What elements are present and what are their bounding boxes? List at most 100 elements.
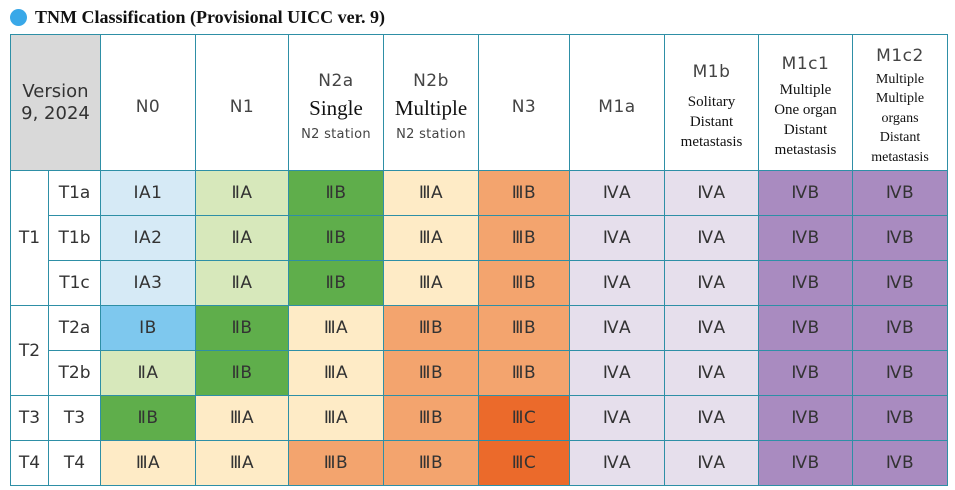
stage-cell: ⅣB xyxy=(852,215,948,261)
stage-cell: ⅣB xyxy=(758,170,853,216)
column-desc-line: Multiple xyxy=(779,81,832,98)
stage-cell: ⅢA xyxy=(383,170,479,216)
stage-cell: ⅣB xyxy=(852,440,948,486)
stage-cell: ⅣA xyxy=(569,215,665,261)
column-header-n2b: N2b Multiple N2 station xyxy=(383,34,479,171)
stage-cell: ⅢB xyxy=(478,350,570,396)
column-code: N3 xyxy=(511,96,537,117)
column-desc-line: Distant xyxy=(689,113,734,130)
version-year: 9, 2024 xyxy=(21,102,90,124)
column-main-label: Single xyxy=(309,96,363,120)
stage-cell: ⅣB xyxy=(758,305,853,351)
stage-cell: ⅢB xyxy=(383,305,479,351)
stage-cell: ⅠA1 xyxy=(100,170,196,216)
stage-cell: ⅢB xyxy=(383,395,479,441)
t-category-t1b: T1b xyxy=(48,215,101,261)
stage-cell: ⅣB xyxy=(758,350,853,396)
stage-cell: ⅢC xyxy=(478,440,570,486)
stage-cell: ⅣA xyxy=(664,440,759,486)
t-category-t4: T4 xyxy=(48,440,101,486)
stage-cell: ⅠA3 xyxy=(100,260,196,306)
column-desc-line: Multiple xyxy=(875,91,925,107)
table-row: T3 T3 ⅡB ⅢA ⅢA ⅢB ⅢC ⅣA ⅣA ⅣB ⅣB xyxy=(10,395,948,441)
column-code: M1c2 xyxy=(876,45,924,66)
stage-cell: ⅢA xyxy=(383,260,479,306)
stage-cell: ⅢB xyxy=(288,440,384,486)
t-category-t1a: T1a xyxy=(48,170,101,216)
bullet-dot-icon xyxy=(10,8,27,26)
stage-cell: ⅠA2 xyxy=(100,215,196,261)
column-header-n0: N0 xyxy=(100,34,196,171)
stage-cell: ⅣA xyxy=(664,260,759,306)
stage-cell: ⅣA xyxy=(664,170,759,216)
stage-cell: ⅣB xyxy=(758,260,853,306)
t-category-t2b: T2b xyxy=(48,350,101,396)
stage-cell: ⅣA xyxy=(569,260,665,306)
stage-cell: ⅢA xyxy=(288,305,384,351)
t-group-t3: T3 xyxy=(10,395,49,441)
column-desc-line: Distant xyxy=(879,130,921,146)
stage-cell: ⅢA xyxy=(288,395,384,441)
stage-cell: ⅡA xyxy=(195,215,289,261)
column-desc-line: metastasis xyxy=(871,149,929,165)
stage-cell: ⅣB xyxy=(758,395,853,441)
stage-cell: ⅡB xyxy=(288,170,384,216)
stage-cell: ⅡB xyxy=(195,350,289,396)
stage-cell: ⅣB xyxy=(758,215,853,261)
stage-cell: ⅣB xyxy=(852,305,948,351)
column-desc-line: Solitary xyxy=(687,93,736,110)
stage-cell: ⅣB xyxy=(758,440,853,486)
column-header-m1c2: M1c2 Multiple Multiple organs Distant metasta… xyxy=(852,34,948,171)
stage-cell: ⅢB xyxy=(383,440,479,486)
stage-cell: ⅡA xyxy=(100,350,196,396)
stage-cell: ⅠB xyxy=(100,305,196,351)
stage-cell: ⅢA xyxy=(195,440,289,486)
page-title: TNM Classification (Provisional UICC ver… xyxy=(10,6,385,28)
column-code: N2b xyxy=(413,71,449,91)
column-header-m1c1: M1c1 Multiple One organ Distant metastasis xyxy=(758,34,853,171)
column-header-n2a: N2a Single N2 station xyxy=(288,34,384,171)
column-desc-line: Multiple xyxy=(875,71,925,87)
column-header-n3: N3 xyxy=(478,34,570,171)
stage-cell: ⅢA xyxy=(288,350,384,396)
column-sub-label: N2 station xyxy=(301,127,371,142)
column-code: M1a xyxy=(598,96,636,117)
stage-cell: ⅣA xyxy=(664,395,759,441)
stage-cell: ⅢC xyxy=(478,395,570,441)
stage-cell: ⅢB xyxy=(478,170,570,216)
column-desc-line: metastasis xyxy=(774,141,837,158)
table-row: T1c ⅠA3 ⅡA ⅡB ⅢA ⅢB ⅣA ⅣA ⅣB ⅣB xyxy=(11,260,948,306)
stage-cell: ⅡB xyxy=(288,215,384,261)
version-cell: Version 9, 2024 xyxy=(10,34,101,171)
stage-cell: ⅢB xyxy=(478,305,570,351)
stage-cell: ⅣA xyxy=(569,440,665,486)
tnm-table: Version 9, 2024 N0 N1 N2a Single N2 station N… xyxy=(10,34,948,486)
column-header-m1b: M1b Solitary Distant metastasis xyxy=(664,34,759,171)
stage-cell: ⅣA xyxy=(664,305,759,351)
stage-cell: ⅢB xyxy=(383,350,479,396)
stage-cell: ⅡB xyxy=(195,305,289,351)
stage-cell: ⅢA xyxy=(195,395,289,441)
column-header-m1a: M1a xyxy=(569,34,665,171)
stage-cell: ⅡB xyxy=(100,395,196,441)
column-main-label: Multiple xyxy=(394,96,468,120)
column-code: N1 xyxy=(229,96,255,117)
column-header-n1: N1 xyxy=(195,34,289,171)
stage-cell: ⅣB xyxy=(852,170,948,216)
column-desc-line: One organ xyxy=(774,101,837,118)
column-code: M1c1 xyxy=(781,53,830,74)
t-category-t3: T3 xyxy=(48,395,101,441)
stage-cell: ⅣB xyxy=(852,395,948,441)
stage-cell: ⅣA xyxy=(569,305,665,351)
table-row: T1b ⅠA2 ⅡA ⅡB ⅢA ⅢB ⅣA ⅣA ⅣB ⅣB xyxy=(11,215,948,261)
table-row: T1 T1a ⅠA1 ⅡA ⅡB ⅢA ⅢB ⅣA ⅣA ⅣB ⅣB xyxy=(10,170,948,306)
stage-cell: ⅣA xyxy=(569,350,665,396)
stage-cell: ⅢA xyxy=(383,215,479,261)
stage-cell: ⅣA xyxy=(569,170,665,216)
stage-cell: ⅣA xyxy=(664,215,759,261)
column-sub-label: N2 station xyxy=(396,127,466,142)
stage-cell: ⅣA xyxy=(664,350,759,396)
column-code: N2a xyxy=(318,71,354,91)
t-group-t4: T4 xyxy=(10,440,49,486)
column-desc-line: Distant xyxy=(783,121,828,138)
